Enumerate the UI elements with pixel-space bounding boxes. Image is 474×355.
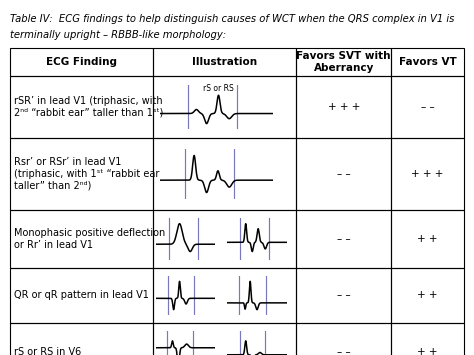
Bar bbox=[296, 323, 392, 355]
Text: rSR’ in lead V1 (triphasic, with
2ⁿᵈ “rabbit ear” taller than 1ˢᵗ): rSR’ in lead V1 (triphasic, with 2ⁿᵈ “ra… bbox=[14, 96, 164, 118]
Bar bbox=[153, 138, 296, 210]
Bar bbox=[153, 48, 296, 76]
Bar bbox=[392, 210, 464, 268]
Bar bbox=[392, 48, 464, 76]
Text: Rsr’ or RSr’ in lead V1
(triphasic, with 1ˢᵗ “rabbit ear
taller” than 2ⁿᵈ): Rsr’ or RSr’ in lead V1 (triphasic, with… bbox=[14, 157, 159, 191]
Bar bbox=[10, 48, 153, 76]
Text: – –: – – bbox=[421, 102, 435, 112]
Bar bbox=[10, 138, 153, 210]
Bar bbox=[153, 210, 296, 268]
Bar bbox=[10, 323, 153, 355]
Bar bbox=[10, 210, 153, 268]
Bar bbox=[296, 48, 392, 76]
Bar bbox=[296, 76, 392, 138]
Bar bbox=[392, 323, 464, 355]
Bar bbox=[153, 76, 296, 138]
Bar bbox=[153, 323, 296, 355]
Text: – –: – – bbox=[337, 347, 351, 355]
Text: + + +: + + + bbox=[411, 169, 444, 179]
Text: ECG Finding: ECG Finding bbox=[46, 57, 117, 67]
Text: Favors VT: Favors VT bbox=[399, 57, 456, 67]
Text: Favors SVT with
Aberrancy: Favors SVT with Aberrancy bbox=[296, 51, 391, 73]
Text: + + +: + + + bbox=[328, 102, 360, 112]
Bar bbox=[392, 268, 464, 323]
Text: terminally upright – RBBB-like morphology:: terminally upright – RBBB-like morpholog… bbox=[10, 30, 226, 40]
Bar bbox=[296, 268, 392, 323]
Bar bbox=[10, 76, 153, 138]
Text: – –: – – bbox=[337, 234, 351, 244]
Text: – –: – – bbox=[337, 169, 351, 179]
Text: Monophasic positive deflection
or Rr’ in lead V1: Monophasic positive deflection or Rr’ in… bbox=[14, 228, 165, 250]
Bar bbox=[296, 210, 392, 268]
Bar bbox=[153, 268, 296, 323]
Text: + +: + + bbox=[418, 234, 438, 244]
Text: Illustration: Illustration bbox=[192, 57, 257, 67]
Bar bbox=[10, 268, 153, 323]
Text: rS or RS: rS or RS bbox=[203, 83, 234, 93]
Text: + +: + + bbox=[418, 347, 438, 355]
Text: – –: – – bbox=[337, 290, 351, 300]
Bar bbox=[392, 138, 464, 210]
Text: QR or qR pattern in lead V1: QR or qR pattern in lead V1 bbox=[14, 290, 149, 300]
Bar bbox=[392, 76, 464, 138]
Bar bbox=[296, 138, 392, 210]
Text: rS or RS in V6: rS or RS in V6 bbox=[14, 347, 81, 355]
Text: Table IV:  ECG findings to help distinguish causes of WCT when the QRS complex i: Table IV: ECG findings to help distingui… bbox=[10, 14, 455, 24]
Text: + +: + + bbox=[418, 290, 438, 300]
